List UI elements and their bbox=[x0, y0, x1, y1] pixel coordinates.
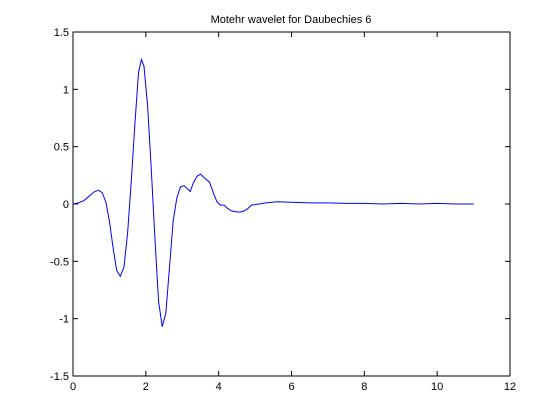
y-tick-label: -0.5 bbox=[50, 256, 69, 268]
y-tick-label: 1 bbox=[63, 84, 69, 96]
x-tick-label: 2 bbox=[143, 381, 149, 393]
chart-title: Motehr wavelet for Daubechies 6 bbox=[211, 14, 372, 26]
y-tick-label: 1.5 bbox=[54, 27, 69, 39]
y-tick-label: 0 bbox=[63, 199, 69, 211]
x-tick-label: 0 bbox=[70, 381, 76, 393]
y-tick-label: -1.5 bbox=[50, 371, 69, 383]
x-tick-label: 4 bbox=[216, 381, 222, 393]
y-tick-label: -1 bbox=[59, 314, 69, 326]
x-tick-label: 8 bbox=[361, 381, 367, 393]
x-tick-label: 10 bbox=[431, 381, 443, 393]
y-tick-label: 0.5 bbox=[54, 142, 69, 154]
x-tick-label: 12 bbox=[504, 381, 516, 393]
x-tick-label: 6 bbox=[288, 381, 294, 393]
